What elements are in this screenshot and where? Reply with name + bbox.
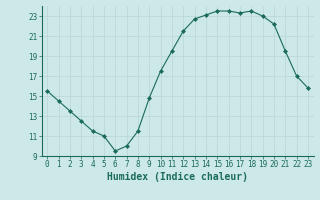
X-axis label: Humidex (Indice chaleur): Humidex (Indice chaleur) bbox=[107, 172, 248, 182]
